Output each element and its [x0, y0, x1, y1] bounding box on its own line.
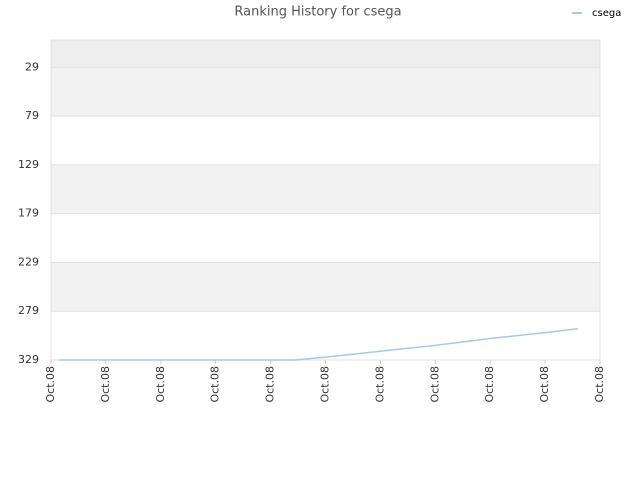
legend-label: csega [592, 8, 621, 19]
y-tick-label: 279 [18, 304, 39, 317]
x-tick-label: Oct.08 [209, 366, 222, 403]
x-tick-label: Oct.08 [99, 366, 112, 403]
plot-band [51, 262, 600, 312]
x-tick-label: Oct.08 [264, 366, 277, 403]
plot-band [51, 213, 600, 263]
chart-title: Ranking History for csega [234, 5, 401, 20]
x-tick-label: Oct.08 [319, 366, 332, 403]
series-line [59, 328, 579, 361]
y-tick-label: 129 [18, 158, 39, 171]
x-tick-label: Oct.08 [373, 366, 386, 403]
plot-band [51, 40, 600, 68]
y-tick-label: 329 [18, 353, 39, 366]
plot-band [51, 116, 600, 165]
x-tick-label: Oct.08 [428, 366, 441, 403]
x-tick-label: Oct.08 [538, 366, 551, 403]
x-tick-label: Oct.08 [154, 366, 167, 403]
plot-band [51, 164, 600, 214]
x-tick-label: Oct.08 [44, 366, 57, 403]
x-tick-label: Oct.08 [593, 366, 606, 403]
y-tick-label: 229 [18, 255, 39, 268]
y-tick-label: 179 [18, 207, 39, 220]
y-tick-label: 79 [25, 109, 39, 122]
x-tick-label: Oct.08 [483, 366, 496, 403]
y-tick-label: 29 [25, 60, 39, 73]
plot-band [51, 311, 600, 360]
plot-band [51, 67, 600, 117]
